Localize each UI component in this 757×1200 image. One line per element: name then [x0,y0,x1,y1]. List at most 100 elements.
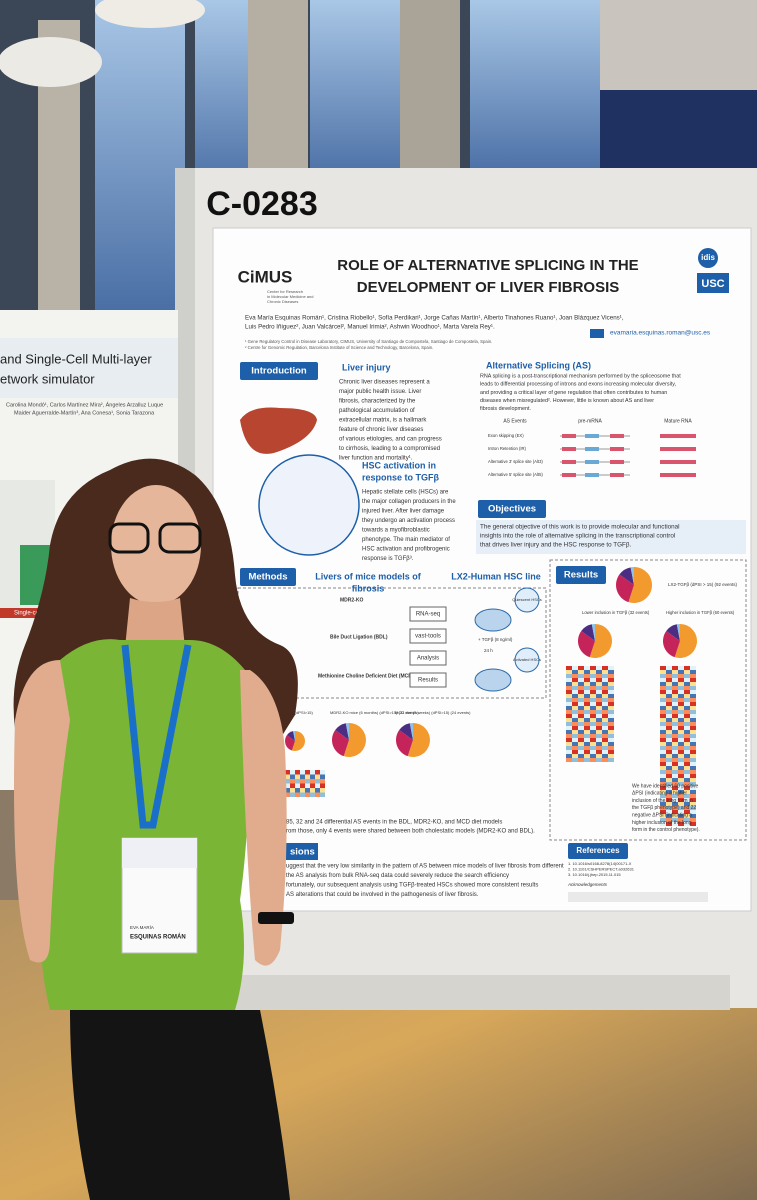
heatmap-cell [684,702,690,706]
body-text: fibrosis development. [480,406,531,412]
heatmap-cell [678,710,684,714]
heading: response to TGFβ [362,472,440,482]
body-text: that drives liver injury and the HSC res… [480,542,631,549]
heatmap-cell [290,779,295,784]
heatmap-cell [596,754,602,758]
pie-slice [399,723,413,740]
heatmap-cell [690,698,696,702]
heatmap-cell [596,682,602,686]
heatmap-cell [678,758,684,762]
heatmap-cell [684,682,690,686]
pie-slice [581,624,595,641]
heatmap-cell [690,818,696,822]
watch [258,912,294,924]
event-label: Exon skipping (EX) [488,433,524,438]
heatmap-cell [684,686,690,690]
heatmap-cell [690,786,696,790]
heatmap-cell [690,678,696,682]
heatmap-cell [566,742,572,746]
body-text: uggest that the very low similarity in t… [286,864,564,870]
body-text: 3. 10.1016/j.jhep.2015.11.015 [568,872,621,877]
heatmap-cell [666,678,672,682]
heatmap-cell [572,690,578,694]
heatmap-cell [678,686,684,690]
body-text: injured liver. After liver damage [362,509,445,515]
affiliation: ² Centre for Genomic Regulation, Barcelo… [245,345,433,350]
heatmap-cell [305,774,310,779]
heatmap-cell [684,786,690,790]
heatmap-cell [584,674,590,678]
heatmap-cell [684,778,690,782]
heatmap-cell [584,746,590,750]
results-text: 85, 32 and 24 differential AS events in … [286,820,502,826]
heatmap-cell [590,686,596,690]
heatmap-cell [660,718,666,722]
pie-slice [409,723,413,740]
logo-box [697,273,729,293]
heatmap-cell [295,788,300,793]
heatmap-cell [310,779,315,784]
heatmap-cell [684,678,690,682]
heatmap-cell [672,694,678,698]
heatmap-cell [690,758,696,762]
heatmap-cell [608,706,614,710]
wall-dark [600,90,757,175]
heatmap-cell [690,746,696,750]
heatmap-cell [678,798,684,802]
heatmap-cell [590,674,596,678]
heatmap-cell [315,779,320,784]
heatmap-cell [590,682,596,686]
heatmap-cell [320,774,325,779]
logo-sub: Center for Research [267,289,303,294]
heatmap-cell [684,810,690,814]
heatmap-cell [602,758,608,762]
heatmap-cell [690,674,696,678]
heatmap-cell [584,682,590,686]
results-text: rom those, only 4 events were shared bet… [286,829,535,835]
heatmap-cell [602,698,608,702]
heatmap-cell [596,674,602,678]
heatmap-cell [608,718,614,722]
heatmap-cell [590,714,596,718]
heatmap-cell [672,674,678,678]
heatmap-cell [602,754,608,758]
body-text: liver function and mortality¹. [339,456,413,462]
hsc-diagram [258,454,360,556]
heatmap-cell [602,706,608,710]
heatmap-cell [315,792,320,797]
heatmap-cell [572,734,578,738]
heatmap-cell [672,794,678,798]
heatmap-cell [285,770,290,775]
heatmap-cell [320,779,325,784]
body-text: response is TGFβ³. [362,556,414,562]
heatmap-cell [578,722,584,726]
heatmap-cell [672,730,678,734]
heatmap-cell [666,714,672,718]
heatmap-cell [310,788,315,793]
heatmap-cell [666,722,672,726]
heatmap-cell [596,686,602,690]
heatmap-cell [572,674,578,678]
heatmap-cell [678,794,684,798]
heatmap-cell [666,806,672,810]
mature-rna [660,473,696,477]
body-text: phenotype. The main mediator of [362,537,450,543]
model: Methionine Choline Deficient Diet (MCD) [318,673,414,679]
section-header [568,843,628,859]
heatmap-cell [666,698,672,702]
heatmap-cell [672,710,678,714]
treatment: + TGFβ (8 ng/ml) [478,637,513,642]
body-text: RNA splicing is a post-transcriptional m… [480,373,681,379]
heatmap-cell [660,822,666,826]
heatmap-cell [678,786,684,790]
heatmap-cell [672,746,678,750]
heatmap-cell [590,718,596,722]
heatmap-cell [678,730,684,734]
heatmap-cell [608,674,614,678]
heatmap-cell [300,783,305,788]
body-text: inclusion of the long form in [632,798,693,804]
heatmap-cell [672,818,678,822]
heatmap-cell [684,746,690,750]
heading: Liver injury [342,362,391,372]
results-label: Higher inclusion in TGFβ (60 events) [666,610,735,615]
